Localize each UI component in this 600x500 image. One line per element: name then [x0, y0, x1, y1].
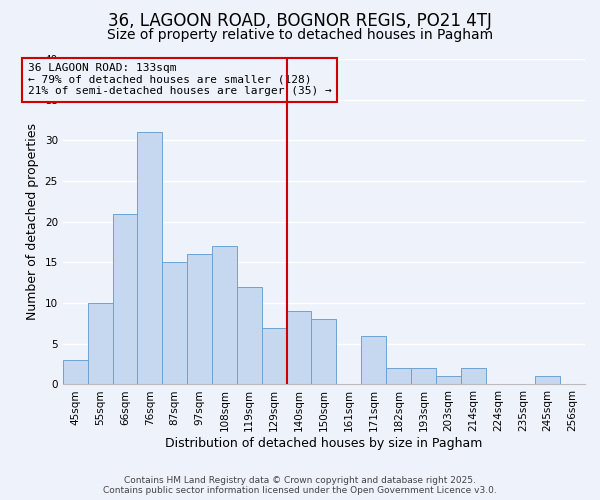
Bar	[88, 303, 113, 384]
Bar	[262, 328, 287, 384]
Bar	[212, 246, 237, 384]
Bar	[461, 368, 485, 384]
Bar	[411, 368, 436, 384]
Bar	[311, 320, 337, 384]
Bar	[137, 132, 162, 384]
Text: Size of property relative to detached houses in Pagham: Size of property relative to detached ho…	[107, 28, 493, 42]
Bar	[361, 336, 386, 384]
Bar	[113, 214, 137, 384]
Bar	[535, 376, 560, 384]
Bar	[436, 376, 461, 384]
Bar	[63, 360, 88, 384]
X-axis label: Distribution of detached houses by size in Pagham: Distribution of detached houses by size …	[165, 437, 482, 450]
Bar	[386, 368, 411, 384]
Bar	[287, 311, 311, 384]
Text: 36, LAGOON ROAD, BOGNOR REGIS, PO21 4TJ: 36, LAGOON ROAD, BOGNOR REGIS, PO21 4TJ	[108, 12, 492, 30]
Text: Contains HM Land Registry data © Crown copyright and database right 2025.
Contai: Contains HM Land Registry data © Crown c…	[103, 476, 497, 495]
Text: 36 LAGOON ROAD: 133sqm
← 79% of detached houses are smaller (128)
21% of semi-de: 36 LAGOON ROAD: 133sqm ← 79% of detached…	[28, 63, 332, 96]
Bar	[237, 287, 262, 384]
Y-axis label: Number of detached properties: Number of detached properties	[26, 123, 39, 320]
Bar	[187, 254, 212, 384]
Bar	[162, 262, 187, 384]
